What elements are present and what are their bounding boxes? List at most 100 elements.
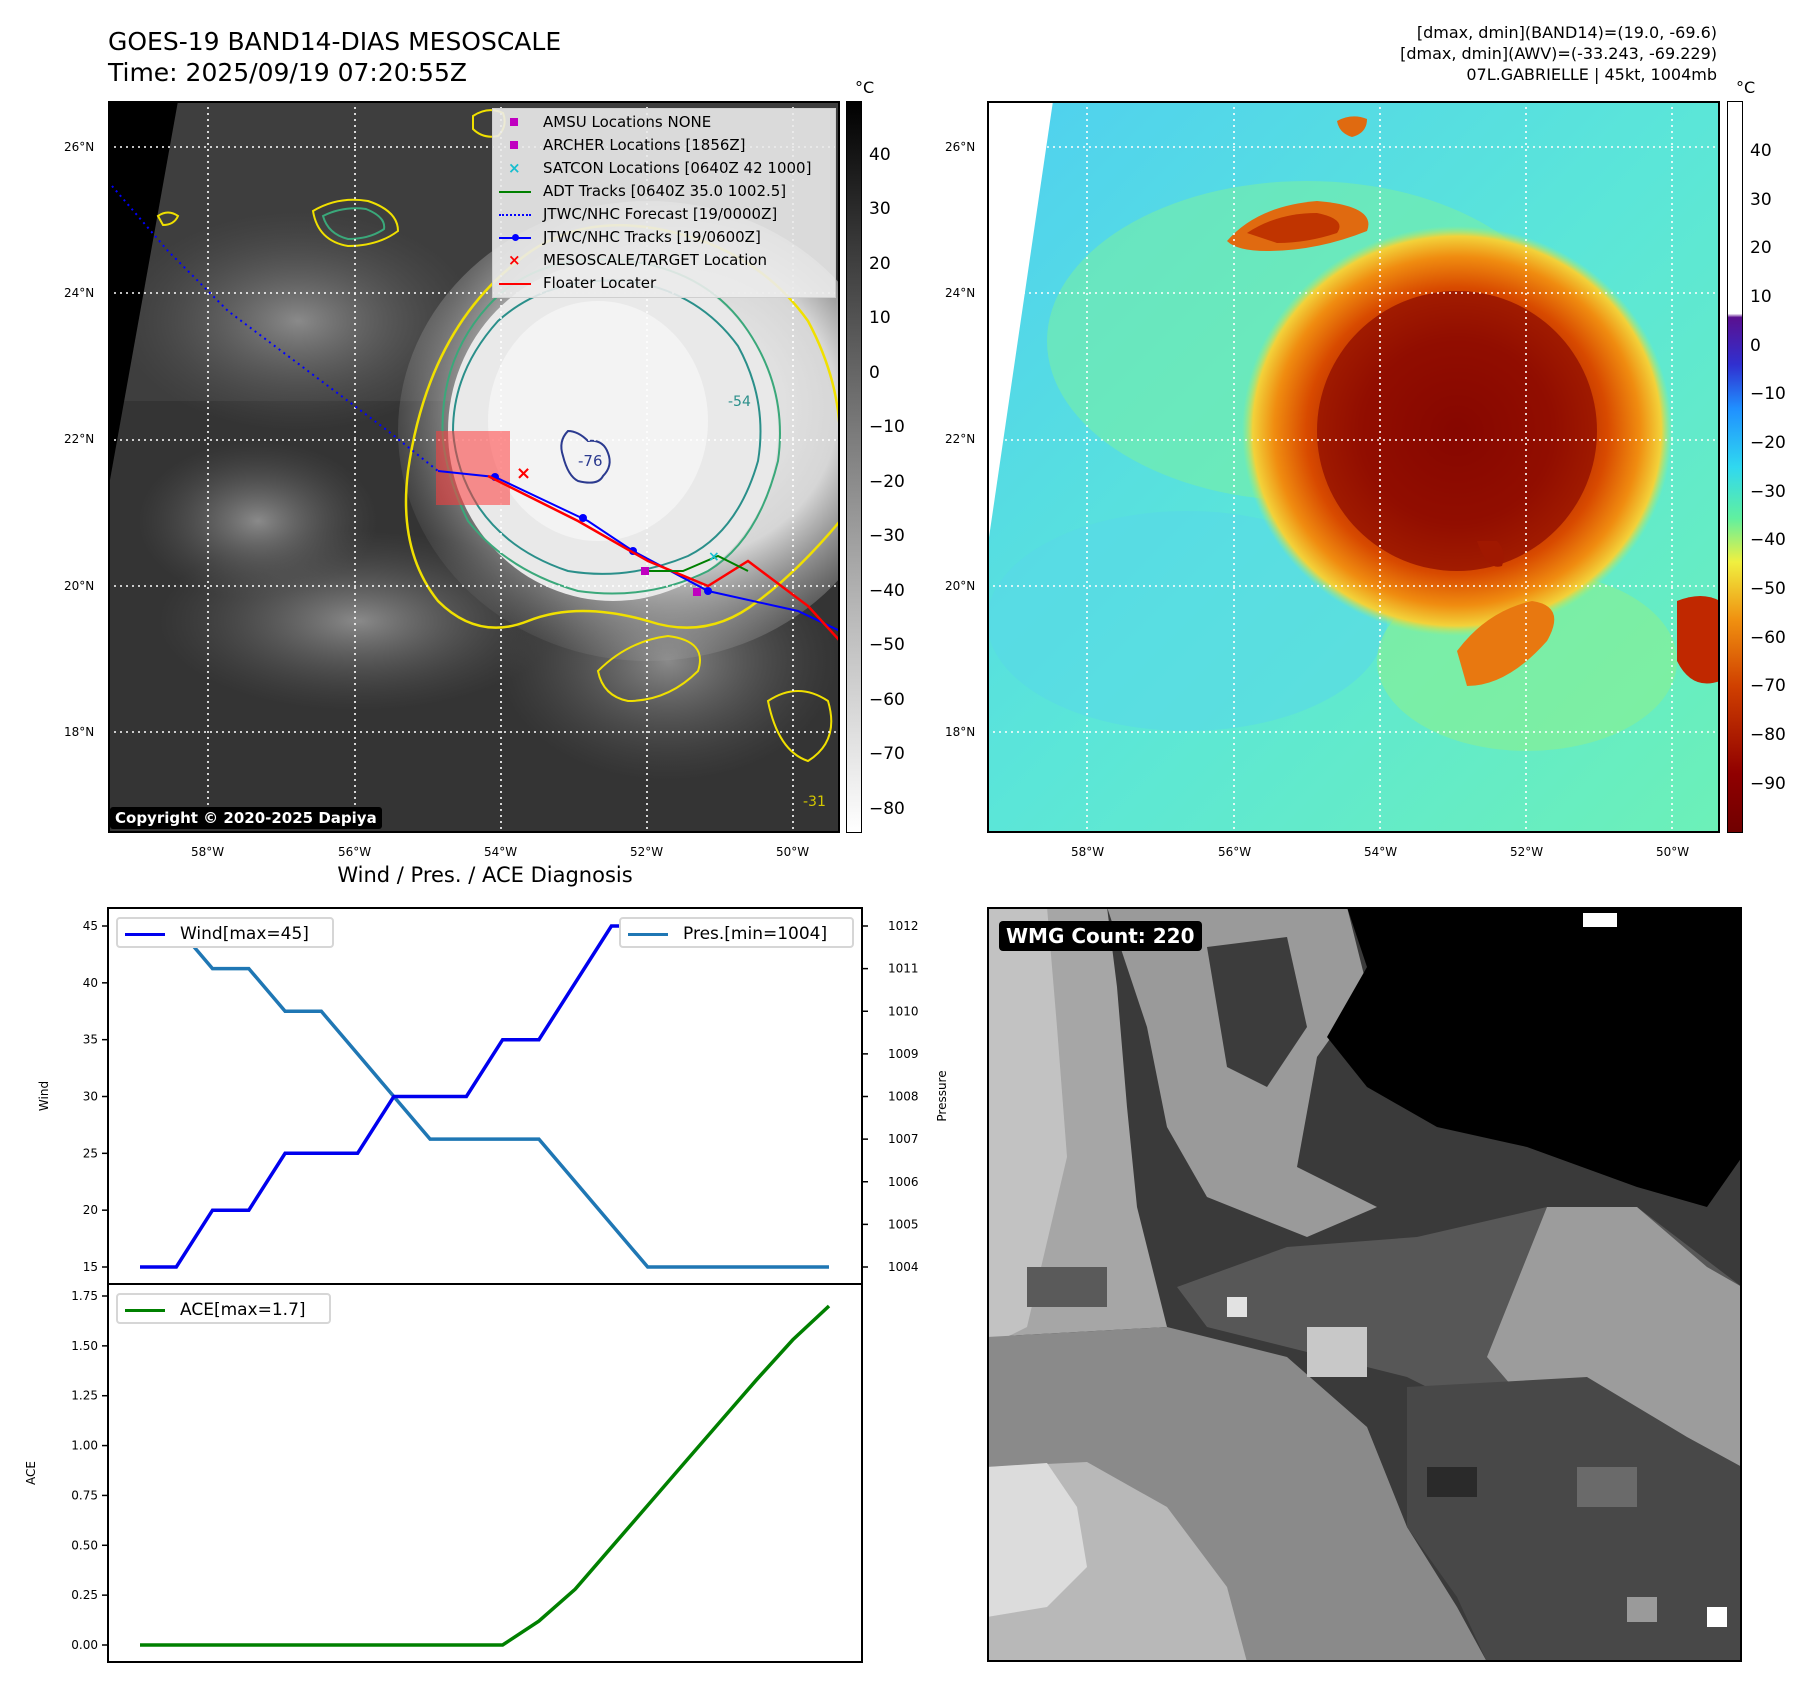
pressure-legend: Pres.[min=1004] [619, 917, 854, 948]
colorbar-tick: 20 [1750, 238, 1772, 258]
pressure-tick-label: 1011 [888, 962, 919, 976]
title-line-2: Time: 2025/09/19 07:20:55Z [108, 58, 467, 87]
floater-locater-line [487, 474, 841, 642]
colorbar-tick: 0 [869, 363, 880, 383]
colorbar-tick: 10 [1750, 287, 1772, 307]
storm-info: [dmax, dmin](BAND14)=(19.0, -69.6) [dmax… [1400, 22, 1717, 85]
colorbar-tick: −20 [869, 472, 905, 492]
contour-label-31: -31 [803, 794, 826, 810]
floater-box [436, 431, 510, 505]
colorbar-tick: 0 [1750, 336, 1761, 356]
line-swatch-icon [125, 1309, 165, 1312]
square-marker-icon [510, 141, 518, 149]
enhanced-map-panel [987, 101, 1720, 833]
colorbar-tick: −20 [1750, 433, 1786, 453]
colorbar-tick: −50 [869, 635, 905, 655]
lat-label: 18°N [64, 725, 95, 739]
lon-label: 56°W [338, 845, 372, 859]
ace-legend: ACE[max=1.7] [116, 1293, 331, 1324]
pressure-tick-label: 1008 [888, 1090, 919, 1104]
ir-map-panel: × × -76 -54 -31 Copyright © 2020-2025 Da… [108, 101, 898, 833]
colorbar-tick: −80 [1750, 725, 1786, 745]
copyright-badge: Copyright © 2020-2025 Dapiya [110, 807, 382, 829]
colorbar-unit: °C [1736, 78, 1756, 97]
ace-tick-label: 1.50 [71, 1339, 98, 1353]
lat-label: 26°N [945, 140, 976, 154]
dotted-line-icon [499, 214, 531, 216]
wind-tick-label: 20 [83, 1203, 98, 1217]
line-marker-icon [499, 283, 531, 285]
wind-pressure-frame [107, 907, 863, 1285]
map-gridlines [108, 101, 840, 833]
lon-label: 50°W [1656, 845, 1690, 859]
enhanced-map-frame [987, 101, 1720, 833]
colorbar-tick: 10 [869, 308, 891, 328]
lon-label: 54°W [1364, 845, 1398, 859]
colorbar-tick: −10 [869, 417, 905, 437]
ace-tick-label: 0.50 [71, 1538, 98, 1552]
wmg-panel: WMG Count: 220 [987, 907, 1742, 1662]
colorbar-tick: 30 [1750, 190, 1772, 210]
lat-label: 20°N [64, 579, 95, 593]
pressure-tick-label: 1005 [888, 1217, 919, 1231]
lon-label: 52°W [630, 845, 664, 859]
ace-tick-label: 0.75 [71, 1488, 98, 1502]
info-line-3: 07L.GABRIELLE | 45kt, 1004mb [1466, 65, 1717, 84]
wmg-frame [987, 907, 1742, 1662]
colorbar-tick: −40 [1750, 530, 1786, 550]
diagnosis-chart: 45 40 35 30 25 20 15 1012 1011 1010 1009 1008 1007 1… [24, 907, 949, 1663]
colorbar-tick: −80 [869, 799, 905, 819]
title-line-1: GOES-19 BAND14-DIAS MESOSCALE [108, 27, 562, 56]
lat-label: 22°N [64, 432, 95, 446]
ace-tick-label: 1.25 [71, 1389, 98, 1403]
pressure-tick-label: 1009 [888, 1047, 919, 1061]
lon-label: 58°W [191, 845, 225, 859]
wmg-count-badge: WMG Count: 220 [999, 921, 1202, 951]
lat-label: 18°N [945, 725, 976, 739]
colorbar-tick: −50 [1750, 579, 1786, 599]
pressure-tick-label: 1012 [888, 919, 919, 933]
info-line-2: [dmax, dmin](AWV)=(-33.243, -69.229) [1400, 44, 1717, 63]
wind-axis-label: Wind [37, 1081, 51, 1111]
ir-map-frame [108, 101, 840, 833]
line-marker-icon [499, 191, 531, 193]
pressure-tick-label: 1010 [888, 1004, 919, 1018]
colorbar-tick: −40 [869, 581, 905, 601]
lat-label: 24°N [945, 286, 976, 300]
color-colorbar [1727, 101, 1743, 833]
pressure-tick-label: 1006 [888, 1175, 919, 1189]
pressure-series-line [140, 924, 829, 1269]
ace-frame [107, 1283, 863, 1663]
lat-label: 22°N [945, 432, 976, 446]
colorbar-tick: −60 [869, 690, 905, 710]
colorbar-tick: −30 [869, 526, 905, 546]
square-marker-icon [510, 118, 518, 126]
wind-legend: Wind[max=45] [116, 917, 334, 948]
colorbar-tick: −10 [1750, 384, 1786, 404]
colorbar-tick: −90 [1750, 774, 1786, 794]
contour-label-76: -76 [578, 452, 603, 470]
satcon-marker: × [708, 549, 720, 565]
x-marker-icon: × [508, 159, 521, 177]
ace-series-line [140, 1304, 831, 1647]
colorbar-tick: −70 [1750, 676, 1786, 696]
lon-label: 52°W [1510, 845, 1544, 859]
ace-tick-label: 0.25 [71, 1588, 98, 1602]
lat-label: 24°N [64, 286, 95, 300]
wind-tick-label: 35 [83, 1033, 98, 1047]
lon-label: 56°W [1218, 845, 1252, 859]
lat-label: 26°N [64, 140, 95, 154]
target-marker: × [516, 463, 531, 484]
contour-label-54: -54 [728, 394, 751, 410]
ace-axis-label: ACE [24, 1461, 38, 1485]
colorbar-tick: −60 [1750, 628, 1786, 648]
colorbar-unit: °C [855, 78, 875, 97]
map-gridlines [987, 101, 1720, 833]
enhanced-map-image [987, 101, 1720, 833]
figure-title: GOES-19 BAND14-DIAS MESOSCALE Time: 2025… [108, 26, 561, 88]
ace-tick-label: 1.75 [71, 1289, 98, 1303]
wind-tick-label: 45 [83, 919, 98, 933]
pressure-axis-label: Pressure [935, 1070, 949, 1121]
gray-colorbar [846, 101, 862, 833]
lon-label: 54°W [484, 845, 518, 859]
